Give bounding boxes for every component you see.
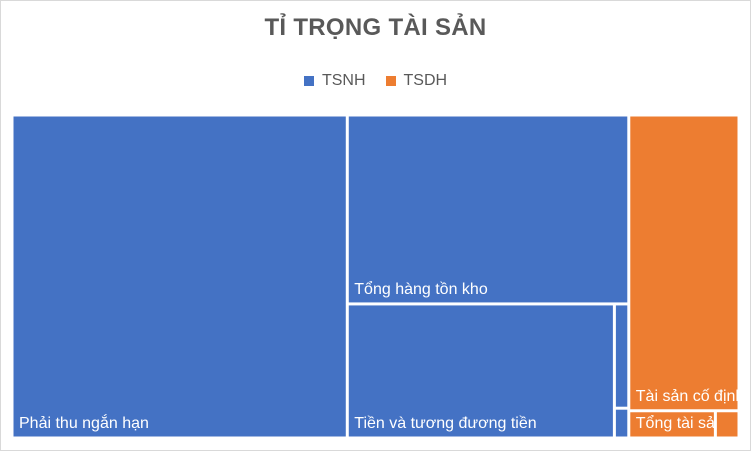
treemap-cell-tai-san-co-dinh-rect [630,116,738,410]
treemap-cell-tong-hang-ton-kho-label: Tổng hàng tồn kho [354,280,488,298]
treemap-cell-tong-hang-ton-kho-rect [348,116,628,303]
treemap-cell-tien-va-tuong-duong-tien-label: Tiền và tương đương tiền [354,415,536,432]
treemap-cell-tien-va-tuong-duong-tien: Tiền và tương đương tiền [348,305,613,437]
treemap-cell-tong-tai-san-dai-han-khac-label: Tổng tài sản d... [636,414,739,432]
treemap-plot: Phải thu ngắn hạn Tổng hàng tồn kho Tiền v… [13,116,739,437]
treemap-cell-tong-tai-san-dai-han-khac: Tổng tài sản d... [630,412,739,437]
treemap-cell-tong-tai-san-dai-han-khac-rect [630,412,714,437]
treemap-cell-tai-san-co-dinh-label: Tài sản cố định [636,388,739,405]
treemap-cell-tsnh-small-1 [615,305,628,407]
treemap-cell-tai-san-co-dinh: Tài sản cố định [630,116,739,410]
treemap-cell-phai-thu-ngan-han-rect [13,116,346,437]
treemap-cell-tien-va-tuong-duong-tien-rect [348,305,613,437]
treemap-cell-tsnh-small-2-rect [615,409,628,437]
legend-swatch-tsnh [303,76,314,86]
legend-item-tsnh: TSNH [303,72,366,90]
treemap-cell-tsdh-small [716,412,738,437]
treemap-cell-phai-thu-ngan-han-label: Phải thu ngắn hạn [19,413,149,432]
treemap-cell-tsnh-small-2 [615,409,628,437]
treemap-cell-phai-thu-ngan-han: Phải thu ngắn hạn [13,116,346,437]
legend-label-tsnh: TSNH [321,72,366,89]
legend: TSNH TSDH [0,72,751,90]
treemap-cell-tong-hang-ton-kho: Tổng hàng tồn kho [348,116,628,303]
legend-label-tsdh: TSDH [403,72,448,89]
legend-swatch-tsdh [385,76,396,86]
treemap-cell-tsnh-small-1-rect [615,305,628,407]
treemap-cell-tsdh-small-rect [716,412,738,437]
legend-item-tsdh: TSDH [385,72,448,90]
chart-title: TỈ TRỌNG TÀI SẢN [264,14,487,41]
